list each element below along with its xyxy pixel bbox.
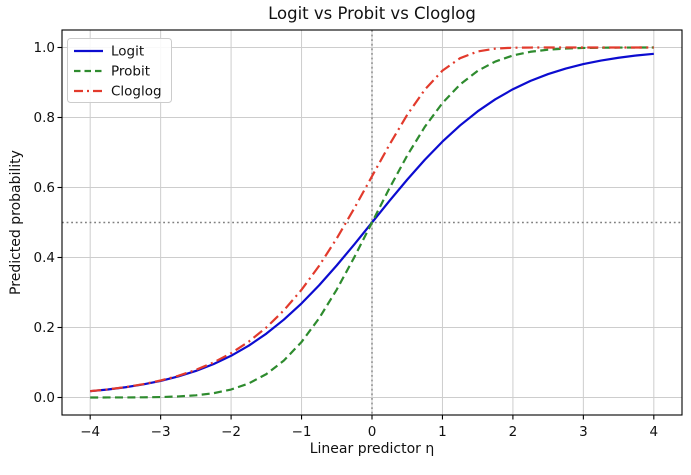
curve-probit — [90, 46, 654, 399]
x-axis-label: Linear predictor η — [310, 441, 435, 457]
legend-label-cloglog: Cloglog — [111, 84, 162, 100]
y-tick-label: 0.8 — [34, 110, 55, 126]
y-tick-label: 0.6 — [34, 180, 55, 196]
chart-title: Logit vs Probit vs Cloglog — [268, 4, 476, 23]
curve-cloglog — [90, 46, 654, 393]
x-tick-label: 4 — [650, 424, 659, 440]
tick-marks-layer — [57, 46, 655, 420]
legend-item-probit: Probit — [74, 64, 150, 80]
x-tick-label: 1 — [438, 424, 447, 440]
x-tick-label: 2 — [509, 424, 518, 440]
x-tick-labels: −4 −3 −2 −1 0 1 2 3 4 — [80, 424, 658, 440]
y-tick-label: 0.0 — [34, 390, 55, 406]
legend-item-cloglog: Cloglog — [74, 84, 162, 100]
y-tick-label: 0.4 — [34, 250, 55, 266]
legend-item-logit: Logit — [74, 44, 144, 60]
curves-layer — [90, 46, 654, 399]
legend-label-probit: Probit — [111, 64, 150, 80]
legend: Logit Probit Cloglog — [67, 38, 172, 103]
y-tick-labels: 0.0 0.2 0.4 0.6 0.8 1.0 — [34, 40, 55, 406]
legend-label-logit: Logit — [111, 44, 144, 60]
x-tick-label: −1 — [292, 424, 312, 440]
y-tick-label: 1.0 — [34, 40, 55, 56]
x-tick-label: −2 — [221, 424, 241, 440]
x-tick-label: 0 — [368, 424, 377, 440]
y-axis-label: Predicted probability — [8, 150, 24, 295]
y-tick-label: 0.2 — [34, 320, 55, 336]
x-tick-label: −4 — [80, 424, 100, 440]
x-tick-label: 3 — [579, 424, 588, 440]
x-tick-label: −3 — [151, 424, 171, 440]
legend-box — [67, 38, 172, 103]
